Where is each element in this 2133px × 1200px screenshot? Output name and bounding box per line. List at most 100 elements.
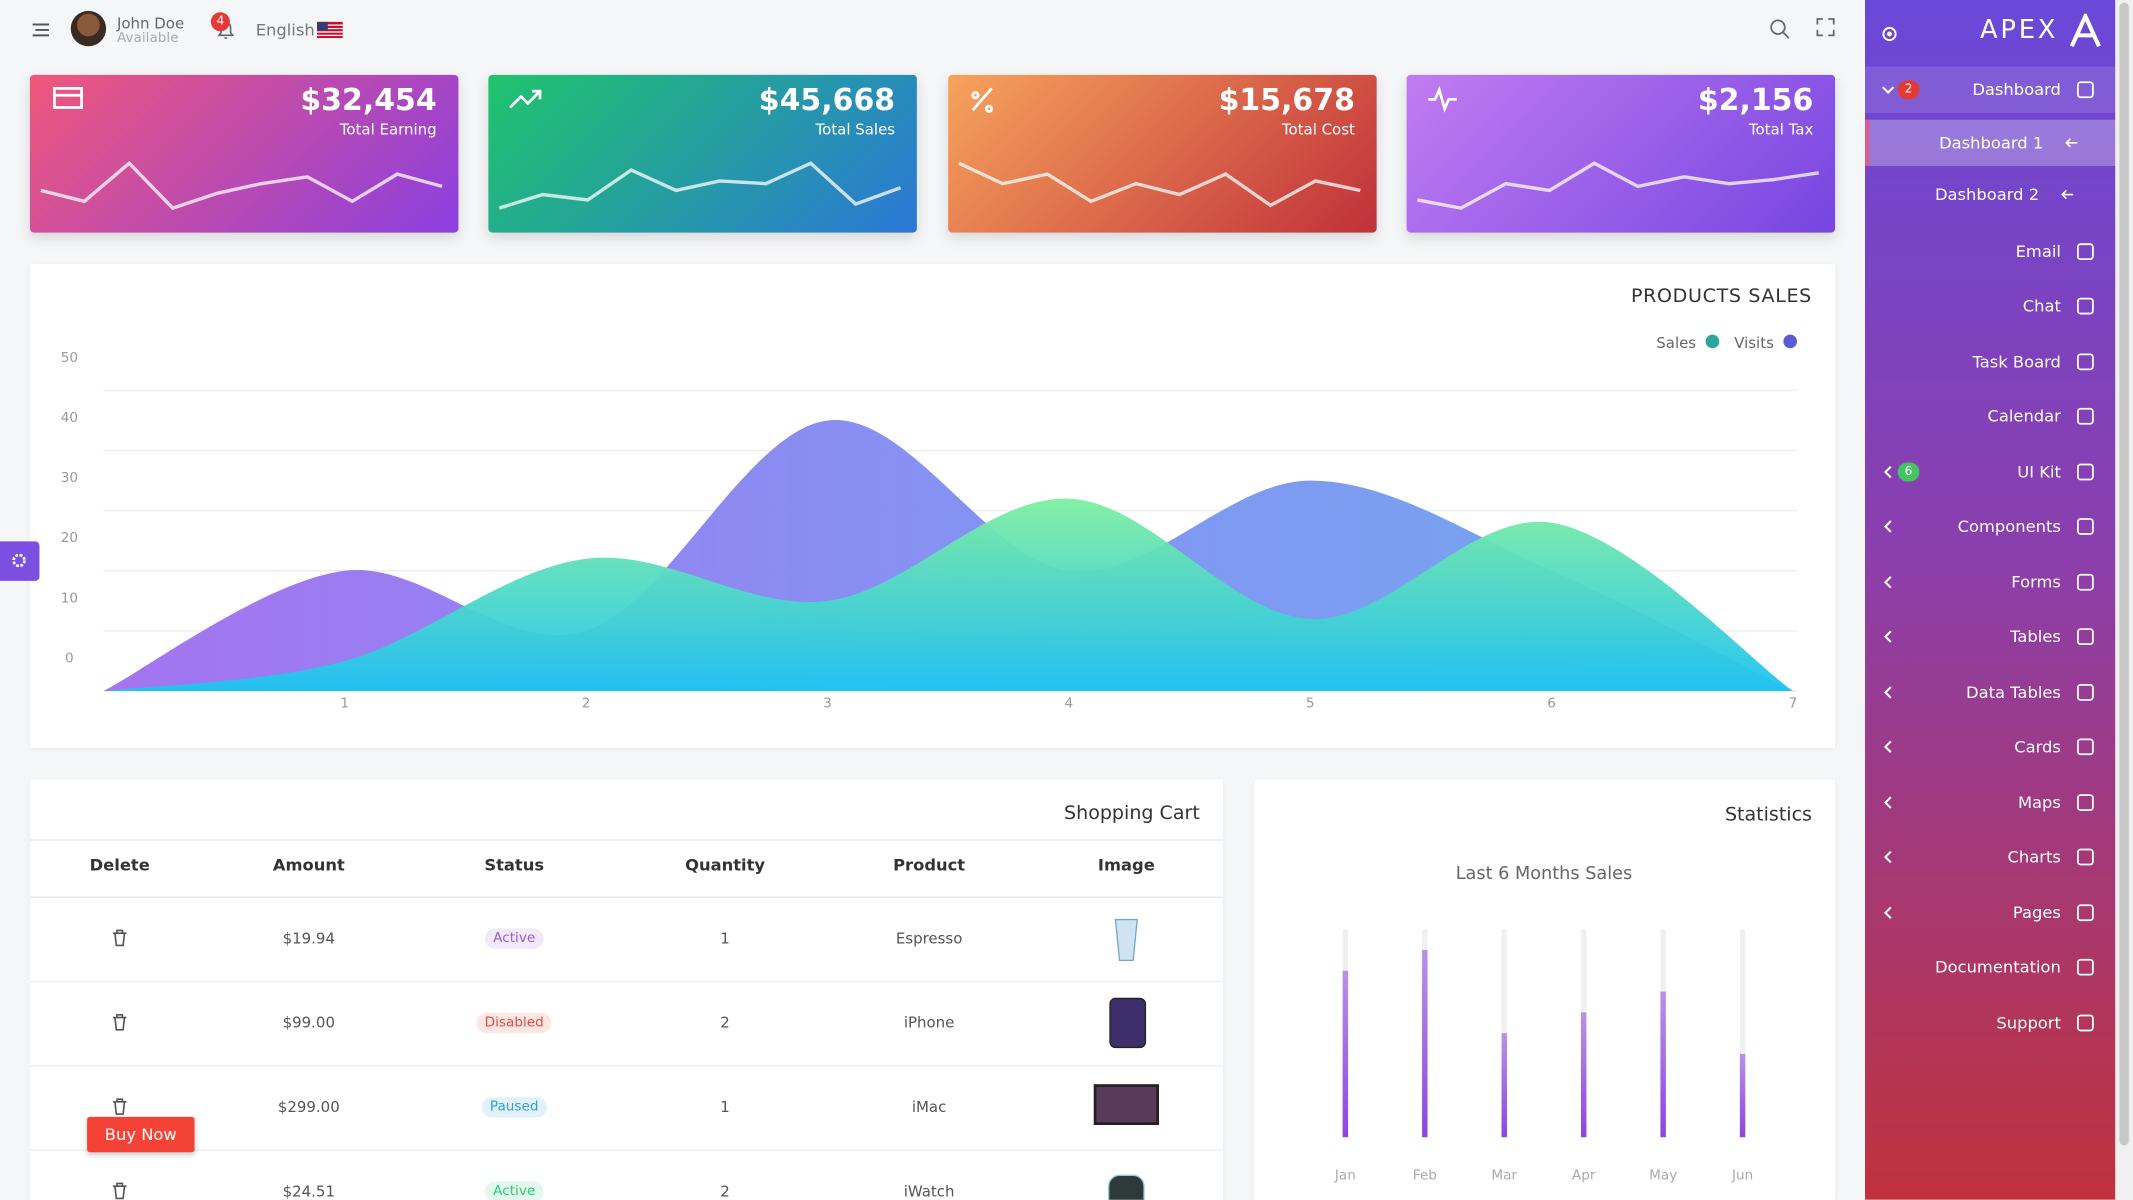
delete-icon[interactable] — [112, 929, 128, 947]
menu-toggle[interactable] — [30, 19, 52, 41]
menu-item[interactable]: Data Tables — [1865, 669, 2115, 715]
chevron — [1883, 906, 1892, 919]
menu-icon — [2077, 518, 2094, 535]
product: Espresso — [895, 929, 963, 948]
delete-icon[interactable] — [112, 1013, 128, 1031]
chevron-path — [1883, 850, 1892, 864]
avatar[interactable] — [70, 10, 107, 47]
menu-item[interactable]: Forms — [1865, 559, 2115, 605]
product-image — [1109, 997, 1147, 1049]
menu-item[interactable]: Dashboard 2 — [1865, 66, 2116, 113]
sparkline-line — [40, 160, 443, 211]
y-tick-label: 10 — [61, 590, 78, 606]
menu-item[interactable]: Task Board — [1865, 339, 2115, 385]
menu-item[interactable]: Charts — [1865, 834, 2115, 880]
amount: $99.00 — [282, 1014, 335, 1032]
menu-icon — [2077, 81, 2094, 99]
menu-item[interactable]: Pages — [1865, 890, 2115, 936]
menu-label: UI Kit — [2017, 462, 2061, 482]
product-shape — [1107, 1174, 1145, 1200]
statistics-panel: Statistics Last 6 Months Sales Jan Feb Mar Ap… — [1254, 779, 1836, 1200]
menu-item[interactable]: Cards — [1865, 724, 2115, 770]
legend-label: Sales — [1656, 334, 1696, 352]
menu-badge: 2 — [1897, 80, 1920, 100]
settings-toggle[interactable] — [0, 541, 40, 581]
chevron — [1883, 740, 1892, 753]
menu-label: Data Tables — [1966, 682, 2061, 702]
cart-title: Shopping Cart — [1064, 802, 1200, 825]
chevron-path — [1883, 465, 1892, 479]
menu-item[interactable]: Calendar — [1865, 393, 2115, 439]
bar — [1501, 1033, 1507, 1138]
menu-label: Dashboard 1 — [1939, 133, 2044, 153]
column-header: Status — [484, 855, 545, 875]
chevron-path — [1883, 686, 1892, 699]
menu-icon — [2077, 297, 2094, 315]
icon-shape — [2077, 297, 2094, 315]
column-header: Product — [893, 855, 966, 875]
card-value: $2,156 — [1697, 84, 1814, 119]
row-divider — [29, 1149, 1223, 1151]
sparkline-line — [1417, 161, 1820, 210]
menu-item[interactable]: Documentation — [1865, 944, 2115, 990]
menu-icon — [2077, 684, 2094, 701]
x-tick-label: 5 — [1306, 695, 1315, 711]
menu-item[interactable]: UI Kit 6 — [1865, 449, 2115, 495]
status-badge: Active — [485, 928, 544, 949]
menu-icon — [2077, 407, 2094, 425]
icon-shape — [2077, 848, 2094, 866]
x-tick-label: 3 — [823, 695, 832, 711]
menu-icon — [2077, 848, 2094, 866]
bar — [1739, 1053, 1746, 1138]
menu-item[interactable]: Tables — [1865, 614, 2115, 660]
chevron-path — [1883, 576, 1892, 589]
stat-card: $2,156 Total Tax — [1406, 74, 1836, 233]
menu-item[interactable]: Dashboard 1 — [1865, 119, 2120, 166]
icon-shape — [2077, 353, 2094, 371]
search-icon[interactable] — [1768, 18, 1790, 40]
sparkline — [958, 87, 1361, 208]
language[interactable]: English — [255, 20, 315, 40]
card-icon — [509, 89, 542, 109]
column-header: Delete — [89, 855, 150, 875]
menu-item[interactable]: Dashboard 2 — [1865, 171, 2115, 217]
menu-icon — [2077, 353, 2094, 371]
chevron — [1881, 86, 1895, 94]
menu-item[interactable]: Email — [1865, 229, 2115, 275]
sidebar-toggle[interactable] — [1880, 26, 1899, 42]
area-chart: PRODUCTS SALES 0 10 20 30 40 50 1 2 3 4 5 6 7 Visits Sa… — [61, 285, 1812, 711]
y-tick-label: 20 — [61, 530, 78, 546]
menu-label: Forms — [2011, 572, 2061, 592]
menu-item[interactable]: Chat — [1865, 283, 2115, 329]
menu-item[interactable]: Support — [1865, 1000, 2115, 1046]
menu-icon — [2077, 463, 2094, 481]
x-tick-label: 7 — [1789, 695, 1798, 711]
delete-icon[interactable] — [112, 1098, 128, 1116]
icon-shape — [2077, 904, 2094, 922]
buy-now-button[interactable]: Buy Now — [87, 1116, 195, 1153]
icon-shape — [2077, 628, 2094, 646]
fullscreen-icon[interactable] — [1816, 18, 1835, 37]
icon-shape — [2077, 81, 2094, 99]
icon-shape — [2077, 407, 2094, 425]
card-icon — [971, 87, 994, 113]
menu-icon — [2077, 958, 2094, 976]
trash — [112, 1182, 127, 1200]
y-tick-label: 30 — [61, 470, 78, 486]
shopping-cart-panel: Shopping Cart Delete Amount Status Quantity… — [29, 779, 1223, 1200]
chevron — [1883, 465, 1892, 479]
trash — [112, 929, 127, 947]
x-tick-label: Apr — [1572, 1167, 1596, 1183]
delete-icon[interactable] — [112, 1182, 128, 1200]
menu-item[interactable]: Maps — [1865, 779, 2115, 825]
product-image — [1114, 918, 1138, 962]
x-tick-label: 4 — [1065, 695, 1074, 711]
amount: $19.94 — [282, 929, 335, 948]
menu-label: Components — [1957, 516, 2061, 536]
chevron — [1883, 576, 1892, 589]
status-badge: Disabled — [476, 1012, 552, 1034]
chevron-path — [1883, 520, 1892, 533]
menu-item[interactable]: Components — [1865, 503, 2115, 549]
